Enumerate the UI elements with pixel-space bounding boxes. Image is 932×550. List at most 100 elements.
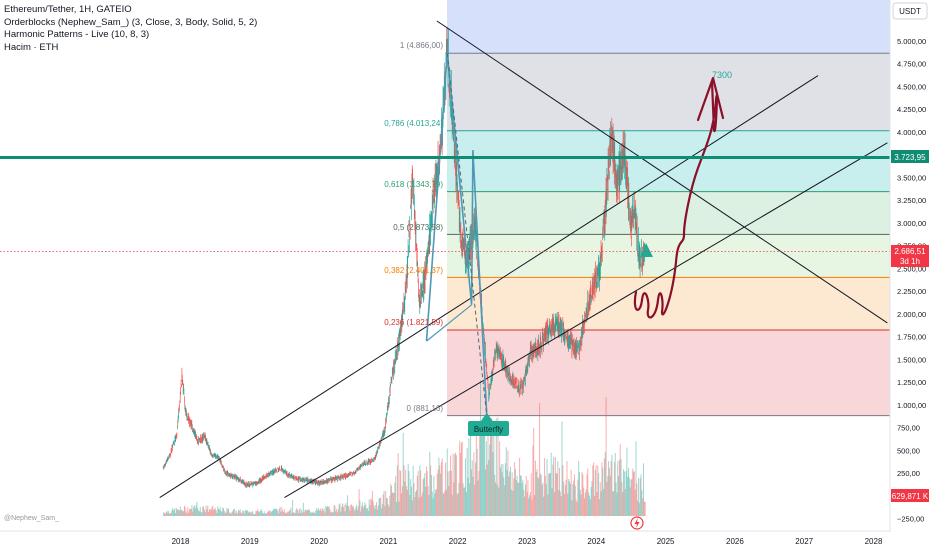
volume-bar — [349, 510, 351, 516]
trend-lines[interactable] — [159, 20, 888, 499]
volume-bar — [539, 402, 541, 516]
volume-bar — [500, 464, 502, 516]
volume-bar — [271, 511, 273, 516]
volume-bar — [353, 508, 355, 516]
volume-bar — [309, 511, 311, 516]
volume-bar — [241, 513, 243, 516]
volume-bar — [298, 509, 300, 516]
volume-bar — [596, 492, 598, 516]
volume-bar — [308, 509, 310, 516]
fibonacci-retracement[interactable] — [447, 0, 890, 417]
volume-bar — [482, 417, 484, 516]
volume-bar — [258, 512, 260, 516]
volume-bar — [359, 500, 361, 516]
lightning-icon[interactable] — [630, 516, 644, 530]
volume-bar — [290, 507, 292, 516]
volume-bar — [431, 491, 433, 516]
legend-orderblocks[interactable]: Orderblocks (Nephew_Sam_) (3, Close, 3, … — [4, 16, 258, 28]
volume-bar — [479, 421, 481, 516]
legend-harmonic[interactable]: Harmonic Patterns - Live (10, 8, 3) — [4, 29, 150, 40]
legend-symbol[interactable]: Ethereum/Tether, 1H, GATEIO — [4, 4, 132, 15]
volume-bar — [285, 512, 287, 516]
volume-bar — [494, 474, 496, 516]
time-axis[interactable]: 2018 2019 2020 2021 2022 2023 2024 2025 2026 2027… — [0, 530, 890, 546]
y-tick-label: 4.000,00 — [897, 128, 926, 137]
volume-bar — [606, 481, 608, 516]
volume-bar — [553, 456, 555, 516]
volume-bar — [459, 440, 461, 516]
volume-bar — [397, 453, 399, 516]
volume-bar — [253, 514, 255, 516]
volume-bar — [528, 498, 530, 516]
volume-bar — [509, 471, 511, 516]
volume-bar — [490, 418, 492, 516]
volume-bar — [643, 463, 645, 516]
volume-badge: 629,871 K — [891, 489, 929, 502]
fib-zone-1 — [447, 130, 890, 192]
current-price-badge: 2.686,51 3d 1h — [891, 245, 929, 267]
volume-bar — [351, 506, 353, 516]
volume-bar — [477, 480, 479, 516]
volume-bar — [174, 513, 176, 516]
volume-bar — [282, 512, 284, 516]
volume-bar — [222, 507, 224, 516]
volume-bar — [440, 461, 442, 516]
legend-volume[interactable]: Hacim · ETH — [4, 41, 59, 53]
volume-bar — [499, 441, 501, 516]
volume-bar — [313, 512, 315, 516]
volume-bar — [501, 472, 503, 516]
volume-bar — [486, 464, 488, 516]
volume-bar — [591, 481, 593, 516]
volume-bar — [194, 508, 196, 516]
horizontal-level-line[interactable] — [0, 156, 890, 252]
volume-bar — [267, 511, 269, 516]
volume-bar — [247, 510, 249, 516]
volume-bar — [566, 461, 568, 516]
volume-bar — [398, 501, 400, 516]
volume-bar — [577, 479, 579, 516]
hand-drawn-projection[interactable] — [633, 76, 725, 319]
y-tick-label: 5.000,00 — [897, 37, 926, 46]
volume-bar — [223, 508, 225, 516]
volume-bar — [576, 502, 578, 516]
volume-bar — [453, 482, 455, 516]
volume-bar — [276, 508, 278, 516]
volume-bar — [561, 421, 563, 516]
volume-bar — [281, 507, 283, 516]
volume-bar — [608, 461, 610, 516]
volume-bar — [335, 511, 337, 516]
pattern-badge[interactable]: Butterfly — [468, 421, 509, 436]
volume-bar — [496, 484, 498, 516]
volume-bar — [261, 510, 263, 516]
volume-bar — [250, 512, 252, 516]
volume-bar — [411, 500, 413, 516]
currency-button[interactable]: USDT — [892, 2, 928, 20]
volume-bar — [602, 467, 604, 516]
volume-bar — [268, 510, 270, 516]
volume-bar — [466, 448, 468, 516]
volume-bar — [555, 473, 557, 516]
volume-bar — [607, 475, 609, 516]
volume-bar — [629, 487, 631, 516]
volume-bar — [614, 453, 616, 516]
butterfly-pattern[interactable] — [425, 53, 494, 423]
volume-bar — [468, 438, 470, 516]
volume-bar — [333, 504, 335, 516]
volume-bar — [168, 513, 170, 516]
hand-drawn-path — [633, 80, 718, 319]
volume-bar — [568, 481, 570, 516]
volume-bar — [505, 447, 507, 516]
volume-bar — [379, 498, 381, 516]
volume-bar — [297, 509, 299, 516]
volume-bar — [295, 510, 297, 516]
y-tick-label: 500,00 — [897, 446, 920, 455]
volume-bar — [434, 493, 436, 516]
volume-bar — [198, 510, 200, 516]
chart-legend: Ethereum/Tether, 1H, GATEIO Orderblocks … — [4, 4, 257, 54]
volume-bar — [356, 509, 358, 516]
volume-bar — [176, 509, 178, 516]
volume-bar — [240, 512, 242, 516]
volume-bar — [564, 493, 566, 516]
volume-bar — [360, 511, 362, 516]
